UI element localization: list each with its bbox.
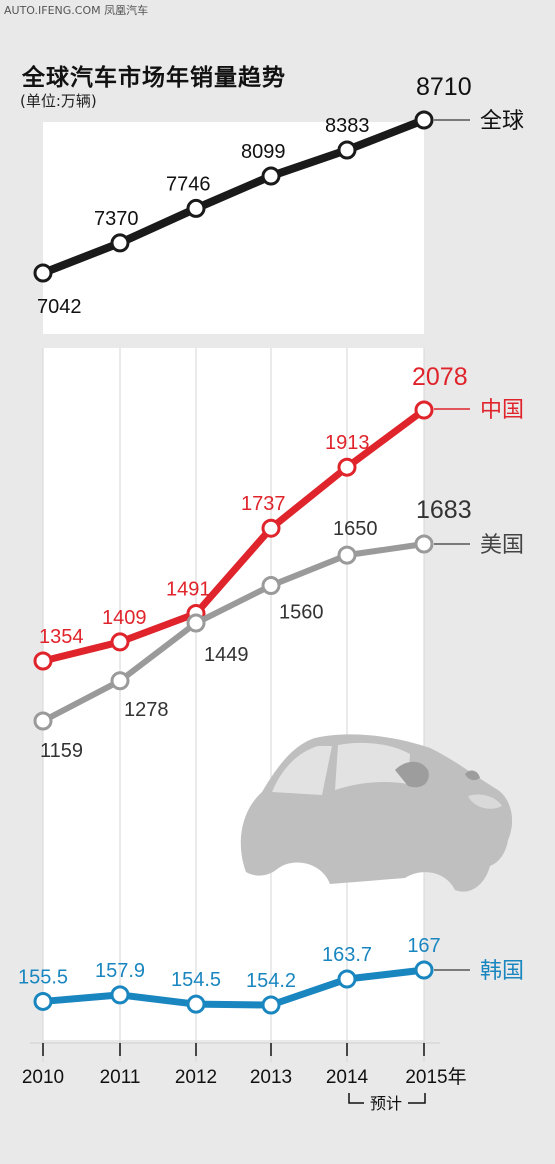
data-label-2-5: 1683	[416, 496, 472, 524]
data-label-0-1: 7370	[94, 208, 139, 230]
data-point-0-5	[414, 110, 434, 130]
data-label-0-3: 8099	[241, 141, 286, 163]
data-label-3-3: 154.2	[246, 970, 296, 992]
x-tick-label-4: 2014	[326, 1067, 369, 1088]
regional-panel	[43, 348, 424, 1040]
series-line-3	[39, 966, 428, 1009]
data-point-0-0	[33, 263, 53, 283]
series-0: 7042 7370 7746 8099 8383 8710 全球	[33, 73, 524, 318]
data-label-2-1: 1278	[124, 699, 169, 721]
data-label-1-5: 2078	[412, 363, 468, 391]
data-point-2-2	[186, 613, 206, 633]
data-label-0-2: 7746	[166, 173, 211, 195]
series-line-0	[39, 116, 428, 277]
data-point-1-5	[414, 400, 434, 420]
data-label-3-4: 163.7	[322, 944, 372, 966]
legend-label-1: 中国	[480, 398, 524, 423]
x-tick-label-5: 2015年	[405, 1066, 466, 1088]
global-panel	[43, 122, 424, 334]
data-label-2-4: 1650	[333, 518, 378, 540]
x-axis: 2010 2011 2012 2013 2014 2015年	[22, 1042, 467, 1088]
car-silhouette-icon	[240, 734, 513, 892]
data-point-2-5	[414, 534, 434, 554]
legend-label-3: 韩国	[480, 959, 524, 984]
data-label-2-0: 1159	[40, 740, 83, 762]
x-tick-label-3: 2013	[250, 1067, 292, 1088]
data-label-2-2: 1449	[204, 644, 249, 666]
data-point-3-4	[337, 969, 357, 989]
data-label-0-0: 7042	[37, 296, 82, 318]
data-label-1-1: 1409	[102, 607, 147, 629]
data-label-3-1: 157.9	[95, 960, 145, 982]
x-tick-label-0: 2010	[22, 1067, 64, 1088]
data-point-1-4	[337, 457, 357, 477]
data-label-3-2: 154.5	[171, 969, 221, 991]
watermark: AUTO.IFENG.COM 凤凰汽车	[4, 4, 149, 17]
series-3: 155.5 157.9 154.5 154.2 163.7 167 韩国	[18, 935, 524, 1015]
data-point-2-1	[110, 671, 130, 691]
data-label-1-4: 1913	[325, 432, 370, 454]
x-tick-label-1: 2011	[100, 1067, 141, 1088]
data-label-2-3: 1560	[279, 602, 324, 624]
series-line-2	[40, 541, 427, 724]
data-point-3-0	[33, 991, 53, 1011]
forecast-bracket	[348, 1093, 426, 1104]
data-label-0-4: 8383	[325, 115, 370, 137]
chart-unit: (单位:万辆)	[20, 92, 97, 110]
forecast-note: 预计	[370, 1094, 402, 1113]
series-layer: 7042 7370 7746 8099 8383 8710 全球 1354 1409 1491 17…	[18, 73, 524, 1015]
x-tick-label-2: 2012	[175, 1067, 217, 1088]
data-label-1-3: 1737	[241, 493, 286, 515]
data-point-1-0	[33, 651, 53, 671]
data-point-3-2	[186, 994, 206, 1014]
data-label-0-5: 8710	[416, 73, 472, 101]
data-label-3-0: 155.5	[18, 966, 68, 988]
series-line-1	[39, 406, 428, 665]
data-point-2-4	[337, 545, 357, 565]
data-point-3-5	[414, 960, 434, 980]
data-point-0-2	[186, 198, 206, 218]
data-point-2-3	[261, 576, 281, 596]
data-label-1-0: 1354	[39, 626, 84, 648]
data-point-0-1	[110, 233, 130, 253]
data-point-1-1	[110, 632, 130, 652]
data-point-3-3	[261, 995, 281, 1015]
legend-label-0: 全球	[480, 109, 524, 134]
data-point-2-0	[33, 711, 53, 731]
series-2: 1159 1278 1449 1560 1650 1683 美国	[33, 496, 524, 762]
data-point-0-4	[337, 140, 357, 160]
chart-title: 全球汽车市场年销量趋势	[22, 65, 286, 91]
data-point-0-3	[261, 166, 281, 186]
data-point-1-3	[261, 518, 281, 538]
series-1: 1354 1409 1491 1737 1913 2078 中国	[33, 363, 524, 671]
data-label-3-5: 167	[407, 935, 440, 957]
legend-label-2: 美国	[480, 533, 524, 558]
data-label-1-2: 1491	[166, 579, 211, 601]
data-point-3-1	[110, 985, 130, 1005]
